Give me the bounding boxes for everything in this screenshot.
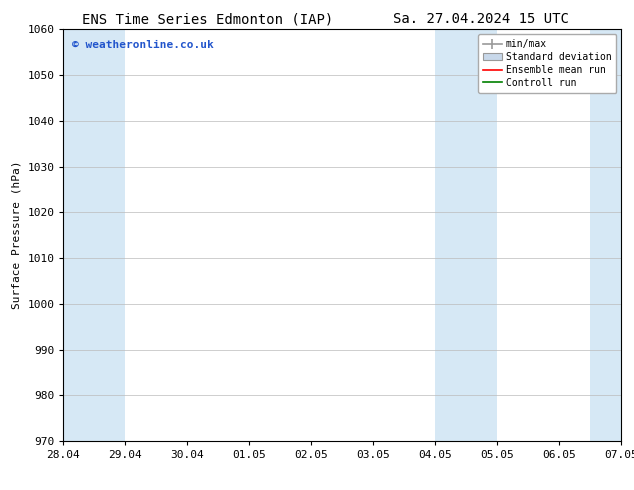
Bar [436, 29, 497, 441]
Text: Sa. 27.04.2024 15 UTC: Sa. 27.04.2024 15 UTC [393, 12, 569, 26]
Bar [590, 29, 621, 441]
Y-axis label: Surface Pressure (hPa): Surface Pressure (hPa) [12, 161, 22, 310]
Bar [63, 29, 126, 441]
Text: ENS Time Series Edmonton (IAP): ENS Time Series Edmonton (IAP) [82, 12, 333, 26]
Legend: min/max, Standard deviation, Ensemble mean run, Controll run: min/max, Standard deviation, Ensemble me… [477, 34, 616, 93]
Text: © weatheronline.co.uk: © weatheronline.co.uk [72, 40, 214, 49]
